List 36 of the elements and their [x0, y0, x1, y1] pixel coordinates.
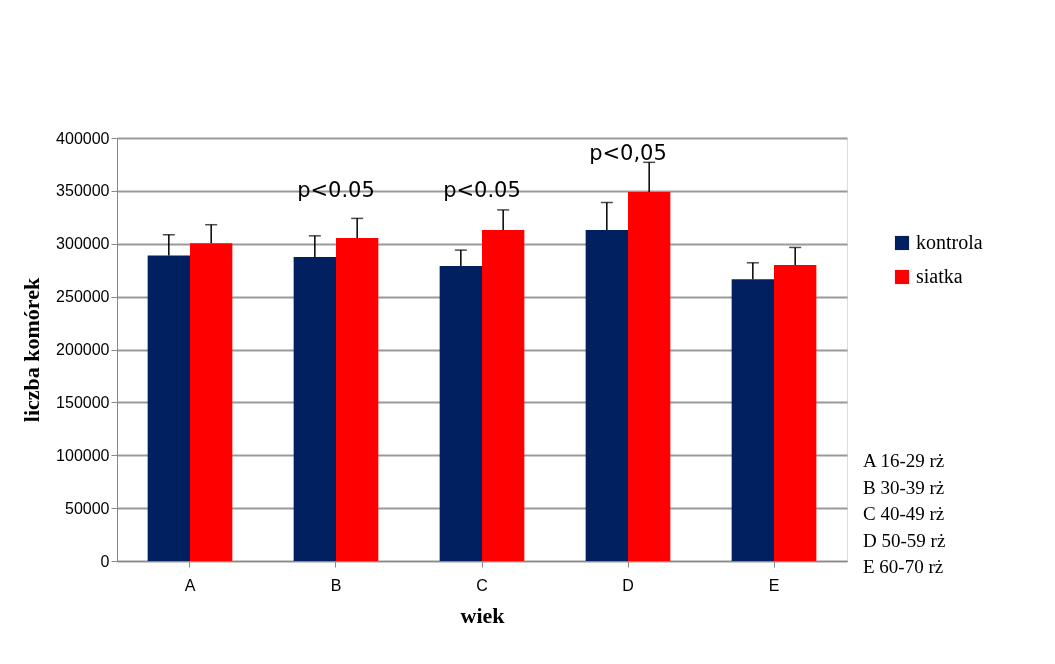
y-tick-label: 350000 — [56, 182, 110, 200]
text: C 40-49 rż — [863, 503, 945, 524]
x-tick-label: E — [768, 576, 780, 594]
annotation: p<0,05 — [589, 141, 667, 165]
bar — [439, 265, 482, 561]
text: B 30-39 rż — [863, 476, 945, 498]
x-tick-label: C — [476, 576, 488, 594]
y-tick-label: 0 — [100, 552, 110, 570]
bar — [731, 279, 774, 561]
x-axis-title: wiek — [460, 602, 506, 628]
x-tick-label: A — [184, 576, 196, 594]
bar — [336, 237, 379, 561]
x-tick-label: D — [622, 576, 634, 594]
y-tick-label: 400000 — [56, 129, 110, 147]
bar — [147, 255, 190, 561]
bar — [190, 243, 233, 561]
bar — [585, 230, 628, 561]
y-tick-label: 100000 — [56, 446, 110, 464]
y-tick-label: 50000 — [65, 499, 110, 517]
y-tick-label: 250000 — [56, 288, 110, 306]
legend-label: siatka — [916, 265, 963, 287]
y-tick-label: 150000 — [56, 393, 110, 411]
bar — [293, 256, 336, 561]
bar — [482, 230, 525, 561]
annotation: p<0.05 — [297, 178, 375, 202]
legend-label: kontrola — [916, 231, 983, 253]
x-tick-label: B — [330, 576, 342, 594]
text: D 50-59 rż — [863, 529, 946, 551]
annotation: p<0.05 — [443, 178, 521, 202]
y-tick-label: 200000 — [56, 341, 110, 358]
bar — [628, 191, 671, 561]
text: E 60-70 rż — [863, 556, 944, 577]
bar — [774, 264, 817, 561]
y-tick-label: 300000 — [56, 235, 110, 253]
y-axis-title: liczba komórek — [19, 277, 45, 423]
text: A 16-29 rż — [863, 450, 945, 471]
